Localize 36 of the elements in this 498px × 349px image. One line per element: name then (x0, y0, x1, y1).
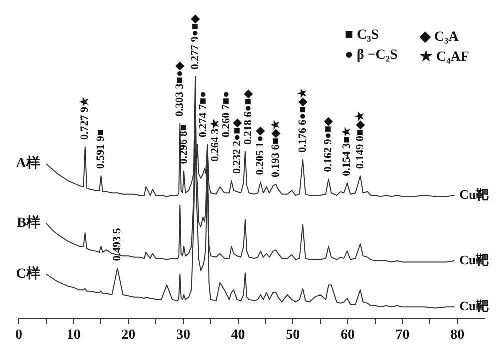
text: ● β −C₂S (345, 48, 398, 65)
annotation: 0.218 6●■◆ (242, 90, 254, 145)
x-tick-label: 10 (66, 328, 81, 344)
text: ★ C₄AF (420, 49, 470, 66)
x-tick-label: 30 (176, 328, 190, 344)
x-tick-label: 60 (340, 328, 355, 344)
annotation: 0.260 7■● (220, 91, 232, 138)
annotation: 0.149 0■◆★ (354, 111, 366, 170)
annotation: 0.727 9★ (79, 97, 92, 140)
annotation: Cu靶 (460, 298, 490, 314)
x-tick-label: 50 (286, 328, 300, 344)
annotation: 0.162 9●■◆ (322, 117, 335, 172)
annotation: 0.205 1●◆ (254, 126, 267, 176)
annotation: 0.296 8■ (178, 124, 190, 164)
x-tick-label: 40 (231, 328, 246, 344)
annotation: 0.232 2●■◆ (231, 118, 244, 174)
series-label: B样 (17, 215, 40, 232)
annotation: Cu靶 (460, 186, 490, 202)
series-label: A样 (16, 156, 40, 172)
x-tick-label: 20 (122, 328, 136, 344)
annotation: 0.193 6■◆★ (270, 120, 282, 178)
x-tick-label: 70 (396, 328, 410, 344)
annotation: Cu靶 (460, 252, 490, 268)
x-tick-label: 80 (450, 328, 465, 344)
annotation: 0.274 7■● (197, 91, 210, 138)
x-tick-label: 0 (16, 328, 22, 344)
annotation: 0.277 9●■◆ (189, 14, 202, 70)
annotation: 0.176 6●■◆★ (296, 88, 309, 153)
series-label: C样 (16, 266, 40, 282)
annotation: 0.591 9■ (95, 129, 108, 170)
annotation: 0.264 3★ (209, 118, 222, 162)
annotation: 0.303 3■●◆ (174, 61, 186, 117)
annotation: 0.493 5 (112, 228, 124, 262)
text: ■ C₃S (345, 28, 380, 45)
annotation: 0.154 3■★ (341, 126, 354, 176)
text: ◆ C₃A (420, 29, 460, 46)
